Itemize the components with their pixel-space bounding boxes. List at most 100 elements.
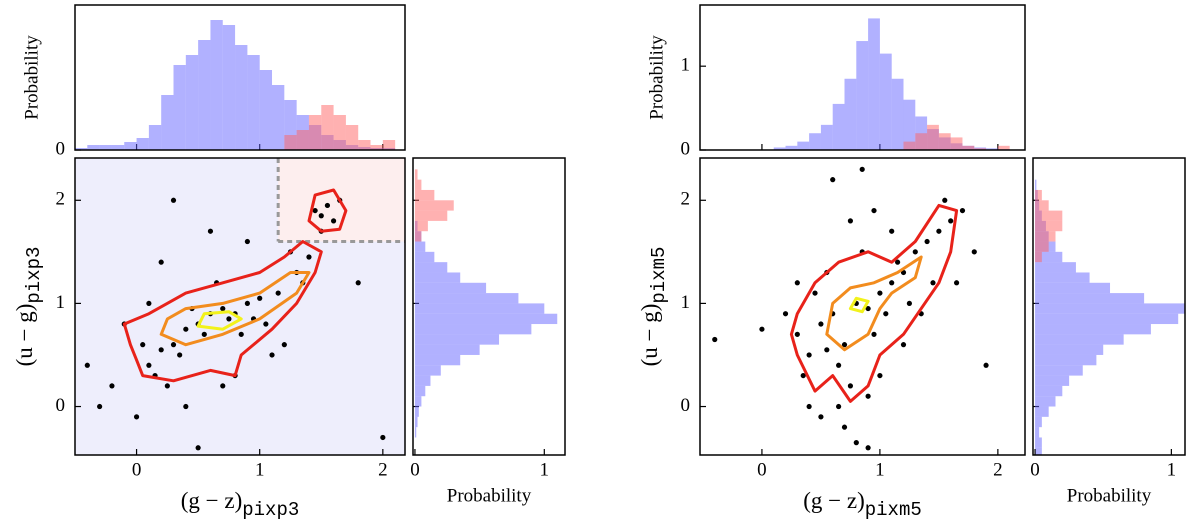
x-tick-label: 2 [993,459,1003,480]
point [146,362,152,368]
point [859,166,865,172]
axes-frame [699,4,1026,151]
hist-bar [903,141,916,150]
hist-bar [915,133,928,150]
point [782,311,789,317]
hist-bar [247,55,260,150]
x-tick-label: 2 [378,459,388,480]
axes-frame [412,157,566,456]
point [847,218,854,224]
hist-bar [868,18,880,151]
hist-bar [414,406,419,417]
point [889,280,895,286]
point [818,321,824,327]
point [794,280,800,286]
point [281,342,287,348]
hist-bar [1035,262,1076,273]
hist-bar [844,78,857,150]
point [959,207,966,214]
hist-bar [903,99,916,150]
hist-bar [1035,416,1042,428]
hist-bar [222,25,236,150]
point [853,440,859,446]
axis-label-main: (g − z) [181,488,243,513]
hist-bar [75,148,88,150]
hist-bar [962,145,975,150]
point [836,362,842,368]
point [109,383,115,389]
hist-bar [296,130,309,150]
hist-bar [161,95,174,150]
hist-bar [986,148,998,150]
point [942,197,948,203]
point [324,202,331,209]
hist-bar [1035,396,1056,407]
point [948,218,954,224]
hist-bar [284,135,297,150]
point [263,321,269,327]
y-tick-label: 2 [56,189,66,210]
hist-bar [891,78,904,150]
point [380,434,386,441]
point [759,326,765,332]
hist-bar [173,65,186,150]
hist-bar [950,137,963,150]
point [871,207,877,214]
hist-bar [272,85,285,150]
hist-bar [820,124,833,150]
point [912,249,918,255]
hist-bar [1035,375,1070,386]
hist-bar [1035,313,1179,325]
hist-bar [185,55,199,150]
hist-bar [1035,303,1185,314]
hist-bar [321,105,334,150]
hist-bar [210,20,223,150]
point [244,300,250,307]
hist-bar [414,303,545,314]
point [877,290,883,296]
point [269,352,275,358]
point [140,342,146,348]
hist-bar [1035,272,1090,283]
hist-bar [997,145,1010,150]
point [841,342,848,348]
point [177,352,183,358]
point [312,207,318,214]
hist-bar [1035,385,1063,397]
axis-label: Probability [646,35,667,120]
hist-bar [414,189,435,201]
point [712,336,718,343]
hist-bar [1035,354,1097,366]
point [158,259,164,265]
point [900,342,907,348]
point [183,326,189,332]
point [830,177,836,183]
point [877,372,883,379]
point [865,305,871,312]
axis-label-sub: pixm5 [865,499,922,521]
hist-bar [99,145,112,150]
point [133,414,140,420]
x-tick-label: 1 [255,459,265,480]
hist-bar [1035,189,1042,201]
hist-bar [333,115,346,150]
hist-bar [414,251,435,263]
hist-bar [414,210,448,221]
x-tick-label: 1 [1167,459,1177,480]
point [971,249,977,255]
y-tick-label: 1 [681,55,691,76]
hist-bar [87,145,100,150]
point [97,403,103,410]
axes-frame [74,4,406,151]
point [330,218,337,224]
point [889,228,895,234]
point [238,331,244,337]
hist-bar [785,145,798,150]
hist-bar [370,145,383,150]
point [244,238,250,245]
hist-bar [414,293,519,304]
axis-label-main: (g − z) [803,488,865,513]
hist-bar [1035,324,1151,335]
hist-bar [809,133,821,150]
